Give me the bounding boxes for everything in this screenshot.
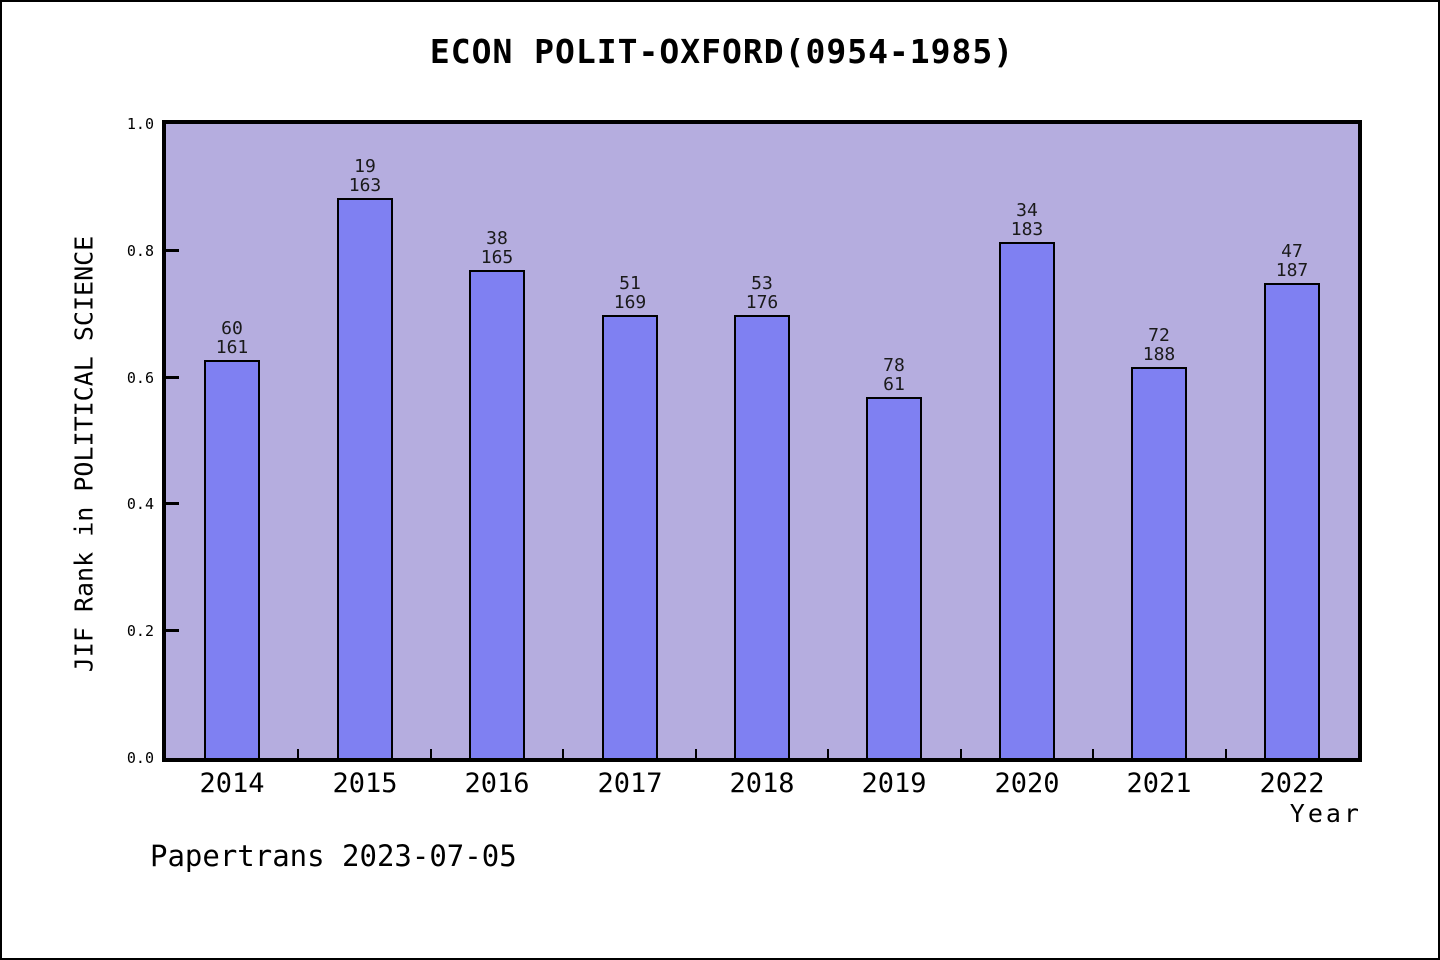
bar-2021 <box>1131 367 1187 758</box>
bar-value-label-2015: 19 163 <box>348 156 382 196</box>
x-axis-tick-label-2018: 2018 <box>729 768 795 799</box>
bar-value-label-2019: 78 61 <box>883 355 905 395</box>
y-axis-tick-label: 0.4 <box>126 495 154 513</box>
x-axis-tick-mark <box>297 749 299 758</box>
bar-value-label-2017: 51 169 <box>613 273 647 313</box>
bar-2022 <box>1264 283 1320 758</box>
y-axis-tick-label: 1.0 <box>126 115 154 133</box>
x-axis-tick-mark <box>562 749 564 758</box>
bar-2018 <box>734 315 790 758</box>
y-axis-tick-label: 0.2 <box>126 622 154 640</box>
bar-2020 <box>999 242 1055 758</box>
bar-2017 <box>602 315 658 758</box>
watermark-text: Papertrans 2023-07-05 <box>150 839 517 873</box>
x-axis-tick-label-2020: 2020 <box>994 768 1060 799</box>
y-axis-tick-mark <box>166 249 179 252</box>
x-axis-tick-label-2021: 2021 <box>1126 768 1192 799</box>
x-axis-tick-label-2017: 2017 <box>597 768 663 799</box>
x-axis-title: Year <box>1289 799 1362 828</box>
x-axis-tick-mark <box>695 749 697 758</box>
chart-title: ECON POLIT-OXFORD(0954-1985) <box>429 32 1015 71</box>
x-axis-tick-mark <box>827 749 829 758</box>
bar-2019 <box>866 397 922 758</box>
bar-value-label-2016: 38 165 <box>480 228 514 268</box>
y-axis-tick-label: 0.0 <box>126 749 154 767</box>
x-axis-tick-label-2014: 2014 <box>199 768 265 799</box>
bar-value-label-2018: 53 176 <box>745 273 779 313</box>
x-axis-tick-mark <box>1225 749 1227 758</box>
x-axis-tick-mark <box>1092 749 1094 758</box>
x-axis-tick-mark <box>430 749 432 758</box>
y-axis-tick-mark <box>166 629 179 632</box>
bar-2015 <box>337 198 393 758</box>
bar-value-label-2022: 47 187 <box>1275 241 1309 281</box>
x-axis-tick-label-2015: 2015 <box>332 768 398 799</box>
x-axis-tick-label-2022: 2022 <box>1259 768 1325 799</box>
bar-value-label-2014: 60 161 <box>215 318 249 358</box>
y-axis-tick-mark <box>166 376 179 379</box>
bar-value-label-2020: 34 183 <box>1010 200 1044 240</box>
y-axis-tick-label: 0.8 <box>126 242 154 260</box>
bar-2014 <box>204 360 260 758</box>
y-axis-title: JIF Rank in POLITICAL SCIENCE <box>69 235 99 673</box>
bar-2016 <box>469 270 525 758</box>
x-axis-tick-label-2019: 2019 <box>861 768 927 799</box>
y-axis-tick-label: 0.6 <box>126 369 154 387</box>
y-axis-tick-mark <box>166 502 179 505</box>
plot-area: 60 161 19 163 38 165 51 169 53 176 78 61 34 183 72 188 4… <box>162 120 1362 762</box>
bar-value-label-2021: 72 188 <box>1142 325 1176 365</box>
x-axis-tick-label-2016: 2016 <box>464 768 530 799</box>
x-axis-tick-mark <box>960 749 962 758</box>
